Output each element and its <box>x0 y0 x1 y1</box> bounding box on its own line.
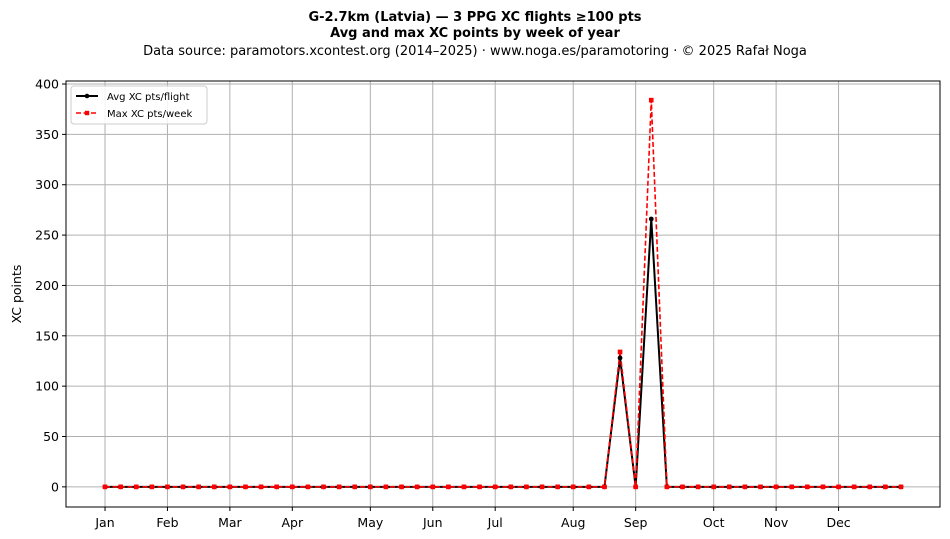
data-point-1 <box>805 484 810 490</box>
x-tick-label: Sep <box>624 515 648 530</box>
chart-title: G-2.7km (Latvia) — 3 PPG XC flights ≥100… <box>308 10 641 25</box>
y-tick-label: 50 <box>43 429 59 444</box>
data-point-1 <box>758 484 763 490</box>
data-point-1 <box>336 484 342 490</box>
x-tick-label: Dec <box>826 515 850 530</box>
data-point-1 <box>243 484 248 490</box>
x-tick-label: Jul <box>487 515 503 530</box>
data-point-1 <box>727 484 732 490</box>
data-point-0 <box>617 355 623 361</box>
x-tick-label: Jan <box>94 515 114 530</box>
data-point-1 <box>742 484 748 490</box>
data-point-1 <box>321 484 326 490</box>
grid-lines <box>66 81 940 507</box>
data-point-1 <box>446 484 451 490</box>
series-line-1 <box>105 99 901 488</box>
legend-box <box>70 85 208 125</box>
legend-marker-max <box>84 110 90 116</box>
y-axis-ticks: 0 50 100 150 200 250 300 350 400 <box>35 77 66 494</box>
data-point-1 <box>165 484 170 490</box>
data-point-1 <box>461 484 467 490</box>
data-point-1 <box>711 484 716 490</box>
data-point-1 <box>820 484 826 490</box>
data-point-1 <box>399 484 404 490</box>
x-tick-label: Oct <box>703 515 725 530</box>
y-tick-label: 300 <box>35 177 59 192</box>
data-point-1 <box>586 484 592 490</box>
data-point-1 <box>883 484 888 490</box>
data-point-1 <box>695 484 701 490</box>
data-point-1 <box>102 484 108 490</box>
data-point-1 <box>836 484 841 490</box>
legend-label-avg: Avg XC pts/flight <box>107 92 190 103</box>
data-point-1 <box>539 484 545 490</box>
data-point-1 <box>305 484 311 490</box>
data-point-1 <box>867 484 873 490</box>
y-tick-label: 400 <box>35 77 59 92</box>
data-point-1 <box>414 484 420 490</box>
data-point-1 <box>290 484 295 490</box>
series-line-0 <box>105 217 901 488</box>
x-axis-ticks: Jan Feb Mar Apr May Jun Jul Aug Sep Oct Nov Dec <box>94 507 851 530</box>
y-tick-label: 200 <box>35 278 59 293</box>
data-point-1 <box>227 484 233 490</box>
data-point-1 <box>664 484 670 490</box>
data-point-1 <box>492 484 498 490</box>
data-point-1 <box>180 484 186 490</box>
series-layer <box>102 97 904 490</box>
y-tick-label: 350 <box>35 127 59 142</box>
y-tick-label: 250 <box>35 228 59 243</box>
data-point-1 <box>789 484 795 490</box>
x-tick-label: Aug <box>561 515 585 530</box>
x-tick-label: May <box>357 515 383 530</box>
data-point-1 <box>680 484 685 490</box>
legend: Avg XC pts/flight Max XC pts/week <box>70 85 208 125</box>
data-point-1 <box>773 484 779 490</box>
data-point-1 <box>352 484 358 490</box>
data-point-1 <box>555 484 560 490</box>
data-point-1 <box>368 484 373 490</box>
data-point-1 <box>149 484 155 490</box>
data-point-1 <box>898 484 904 490</box>
x-tick-label: Jun <box>422 515 443 530</box>
data-point-1 <box>648 97 654 103</box>
chart-source-line: Data source: paramotors.xcontest.org (20… <box>143 44 807 59</box>
y-axis-label: XC points <box>9 265 24 324</box>
data-point-1 <box>118 484 123 490</box>
data-point-1 <box>633 484 638 490</box>
data-point-1 <box>617 349 623 355</box>
data-point-1 <box>602 484 607 490</box>
legend-marker-avg <box>84 93 90 99</box>
data-point-1 <box>211 484 217 490</box>
data-point-1 <box>133 484 139 490</box>
data-point-1 <box>383 484 389 490</box>
data-point-0 <box>648 216 654 222</box>
x-tick-label: Apr <box>281 515 303 530</box>
data-point-1 <box>508 484 514 490</box>
x-tick-label: Feb <box>156 515 178 530</box>
x-tick-label: Nov <box>764 515 789 530</box>
legend-label-max: Max XC pts/week <box>107 109 192 120</box>
plot-area-frame <box>65 80 941 508</box>
y-tick-label: 100 <box>35 379 59 394</box>
y-tick-label: 0 <box>51 479 59 494</box>
data-point-1 <box>477 484 482 490</box>
data-point-1 <box>524 484 529 490</box>
data-point-1 <box>274 484 279 490</box>
data-point-1 <box>851 484 857 490</box>
x-tick-label: Mar <box>218 515 242 530</box>
chart-subtitle: Avg and max XC points by week of year <box>330 26 620 41</box>
data-point-1 <box>430 484 436 490</box>
data-point-1 <box>196 484 201 490</box>
y-tick-label: 150 <box>35 328 59 343</box>
data-point-1 <box>570 484 576 490</box>
data-point-1 <box>258 484 264 490</box>
